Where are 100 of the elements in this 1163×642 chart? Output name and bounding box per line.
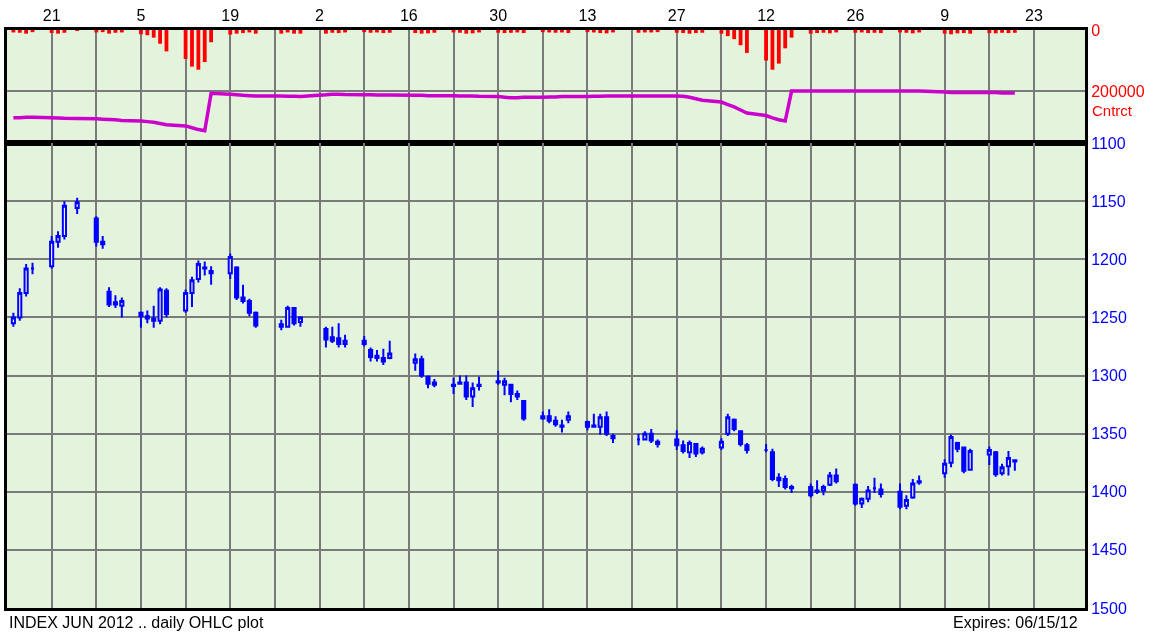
bar bbox=[234, 30, 239, 34]
y-tick-label: 1400 bbox=[1091, 483, 1127, 501]
y-tick-label: 1350 bbox=[1091, 425, 1127, 443]
y-tick-label: 200000 bbox=[1091, 82, 1145, 100]
candlestick bbox=[865, 484, 871, 504]
bar bbox=[1000, 30, 1004, 33]
y-tick-label: 1100 bbox=[1091, 134, 1126, 152]
bar bbox=[540, 30, 545, 33]
bar bbox=[827, 30, 832, 34]
bar bbox=[387, 30, 392, 33]
candlestick bbox=[361, 334, 367, 348]
bar bbox=[196, 30, 201, 70]
bar bbox=[202, 30, 207, 63]
candlestick bbox=[610, 432, 616, 444]
bar bbox=[815, 30, 820, 34]
bar bbox=[24, 30, 29, 34]
bar bbox=[993, 30, 998, 34]
bar bbox=[808, 30, 813, 34]
bar bbox=[190, 30, 194, 67]
bar bbox=[496, 30, 501, 33]
candlestick bbox=[642, 430, 648, 442]
x-tick-label: 26 bbox=[846, 6, 865, 24]
bar bbox=[783, 30, 788, 49]
candlestick bbox=[878, 482, 884, 499]
bar bbox=[368, 30, 373, 33]
bar bbox=[209, 30, 214, 43]
bar bbox=[107, 30, 111, 34]
bar bbox=[655, 30, 660, 33]
bar bbox=[457, 30, 462, 33]
x-tick-label: 27 bbox=[667, 6, 686, 24]
x-tick-label: 13 bbox=[578, 6, 597, 24]
x-tick-label: 21 bbox=[42, 6, 61, 24]
bar bbox=[49, 30, 54, 34]
bar bbox=[968, 30, 973, 34]
y-tick-label: 1450 bbox=[1091, 541, 1127, 559]
bar bbox=[878, 30, 883, 34]
bar bbox=[910, 30, 915, 34]
bar bbox=[56, 30, 60, 34]
y-tick-label: 1150 bbox=[1091, 192, 1126, 210]
bar bbox=[700, 30, 705, 33]
bar bbox=[725, 30, 730, 37]
candlestick bbox=[808, 482, 814, 499]
bar bbox=[745, 30, 749, 53]
bar bbox=[336, 30, 341, 34]
bar bbox=[292, 30, 296, 34]
candlestick bbox=[74, 196, 80, 215]
bar bbox=[158, 30, 162, 44]
x-tick-label: 5 bbox=[136, 6, 146, 24]
bar bbox=[764, 30, 768, 61]
bar bbox=[521, 30, 526, 34]
bar bbox=[241, 30, 245, 34]
bar bbox=[432, 30, 437, 33]
bar bbox=[470, 30, 475, 34]
candlestick bbox=[910, 477, 916, 500]
y-tick-label: 1250 bbox=[1091, 308, 1127, 326]
bar bbox=[100, 30, 105, 33]
bar bbox=[732, 30, 737, 40]
candlestick bbox=[731, 417, 737, 433]
candlestick bbox=[827, 470, 833, 487]
y-tick-label: 0 bbox=[1091, 21, 1101, 39]
candlestick bbox=[342, 333, 348, 349]
bar bbox=[674, 30, 679, 33]
candlestick bbox=[540, 410, 546, 421]
bar bbox=[942, 30, 947, 34]
candlestick bbox=[699, 445, 705, 456]
bar bbox=[904, 30, 909, 33]
candlestick bbox=[871, 476, 878, 494]
bar bbox=[598, 30, 603, 34]
candlestick bbox=[208, 265, 214, 286]
bar bbox=[866, 30, 871, 34]
candlestick bbox=[521, 398, 527, 422]
candlestick bbox=[565, 410, 571, 425]
bar bbox=[566, 30, 571, 34]
bar bbox=[324, 30, 328, 34]
bar bbox=[426, 30, 430, 34]
candlestick bbox=[476, 375, 482, 392]
bar bbox=[693, 30, 698, 34]
candlestick bbox=[674, 429, 680, 451]
x-tick-label: 9 bbox=[940, 6, 950, 24]
candlestick bbox=[29, 261, 36, 276]
candlestick bbox=[833, 467, 839, 485]
line-series bbox=[11, 89, 1017, 133]
bar bbox=[853, 30, 858, 33]
bar bbox=[151, 30, 156, 38]
candlestick bbox=[967, 447, 973, 472]
bar bbox=[987, 30, 992, 34]
bar bbox=[183, 30, 188, 60]
bar bbox=[509, 30, 513, 33]
bar bbox=[961, 30, 966, 34]
y-axis-title: Cntrct bbox=[1092, 102, 1133, 119]
x-tick-label: 23 bbox=[1025, 6, 1043, 24]
bar bbox=[228, 30, 233, 35]
text: Expires: 06/15/12 bbox=[953, 614, 1078, 631]
bar bbox=[139, 30, 143, 35]
candlestick bbox=[718, 437, 724, 451]
bar bbox=[776, 30, 781, 64]
bar bbox=[330, 30, 335, 33]
bar bbox=[419, 30, 424, 34]
candlestick bbox=[514, 389, 520, 401]
candlestick bbox=[23, 262, 29, 298]
